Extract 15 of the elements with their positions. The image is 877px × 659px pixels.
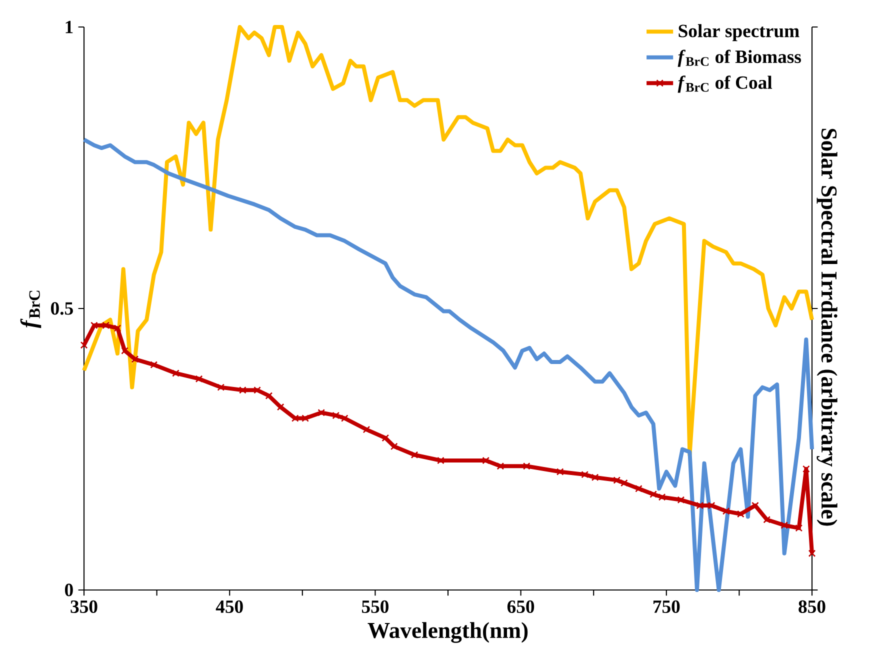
x-tick-label: 750 <box>653 600 680 613</box>
x-tick-label: 550 <box>362 600 388 613</box>
y-tick-label: 0 <box>64 584 73 596</box>
x-tick-label: 650 <box>507 600 534 613</box>
y-tick-label: 1 <box>66 20 73 34</box>
legend-label: Solar spectrum <box>678 24 800 42</box>
x-tick-label: 450 <box>216 600 243 613</box>
legend-label: f$_{BrC}$ of Biomass <box>678 50 801 67</box>
x-axis-title: Wavelength(nm) <box>368 622 528 643</box>
x-tick-label: 350 <box>70 600 98 613</box>
y-axis-title: f$_{BrC}$ <box>20 290 42 328</box>
legend-label: f$_{BrC}$ of Coal <box>678 76 772 93</box>
y-tick-label: 0.5 <box>50 302 73 315</box>
x-tick-label: 850 <box>798 600 826 613</box>
y2-axis-title: Solar Spectral Irrdiance (arbitrary scale) <box>816 128 838 526</box>
